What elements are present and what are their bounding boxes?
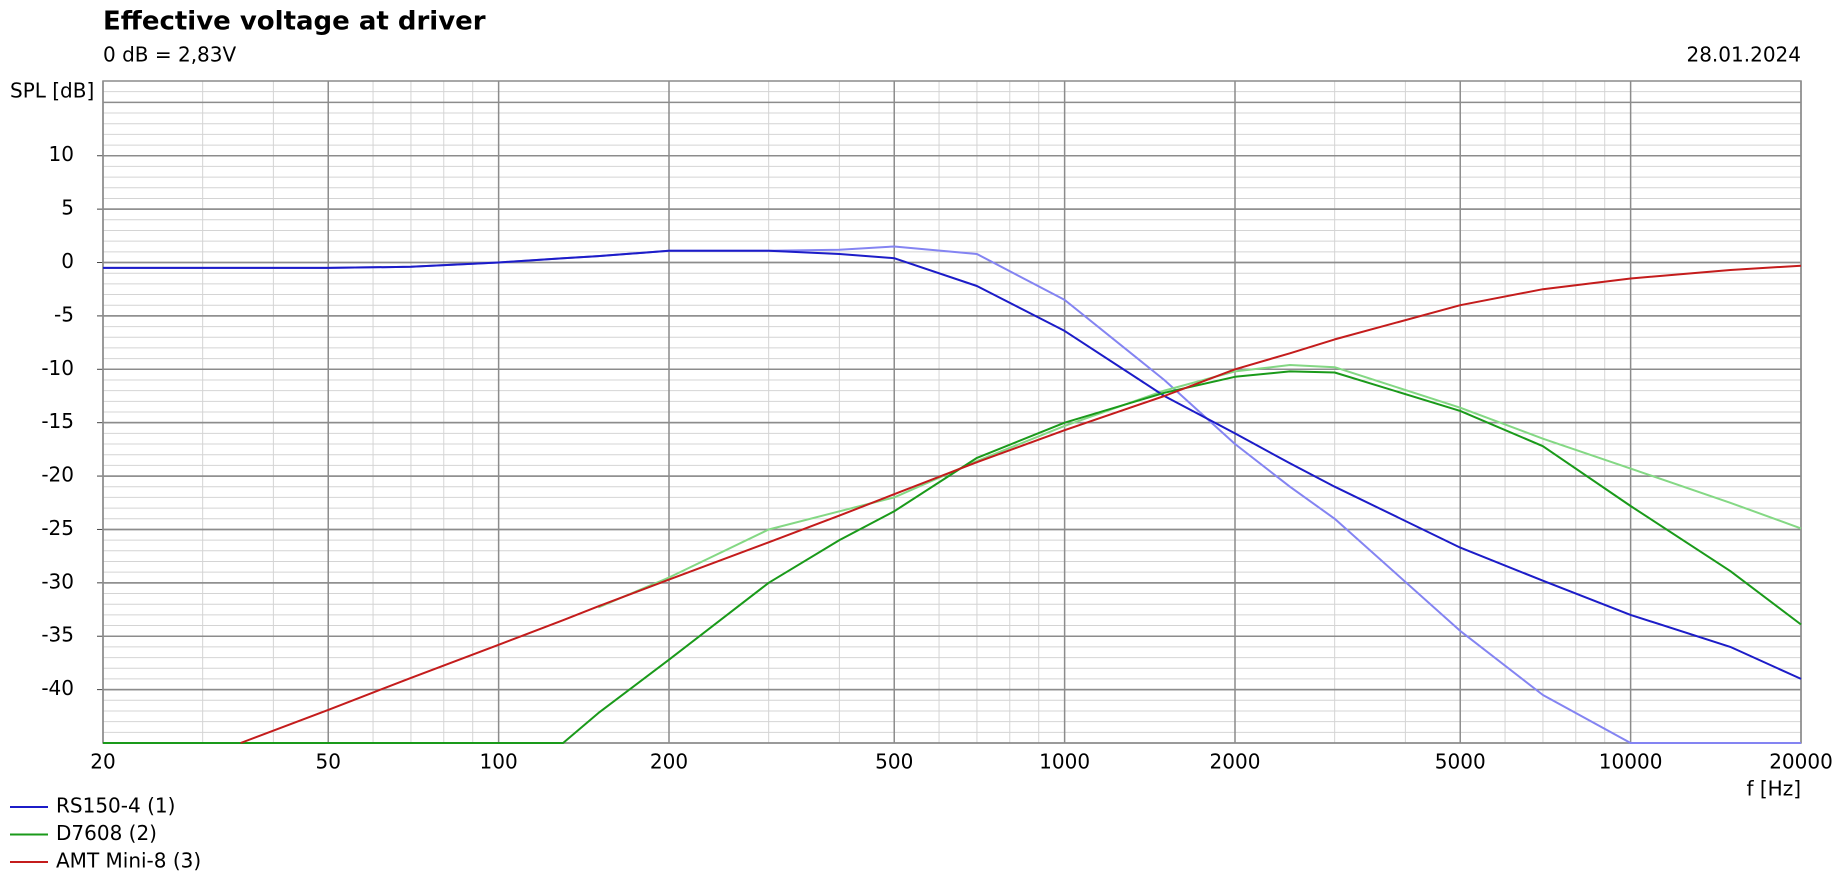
y-tick-label: -5	[54, 302, 74, 326]
y-tick-label: -40	[41, 676, 74, 700]
chart-subtitle: 0 dB = 2,83V	[103, 43, 237, 67]
y-tick-label: -15	[41, 409, 74, 433]
x-tick-label: 10000	[1599, 750, 1663, 774]
series-line	[597, 364, 1802, 609]
y-tick-label: 10	[49, 142, 74, 166]
y-tick-label: -35	[41, 623, 74, 647]
x-tick-label: 50	[316, 750, 341, 774]
x-tick-label: 500	[875, 750, 913, 774]
series-line	[103, 370, 1802, 744]
series-line	[103, 249, 1802, 680]
x-tick-label: 2000	[1210, 750, 1261, 774]
x-tick-label: 5000	[1435, 750, 1486, 774]
legend-label: AMT Mini-8 (3)	[56, 849, 201, 872]
y-axis-label: SPL [dB]	[10, 79, 94, 103]
chart-title: Effective voltage at driver	[103, 7, 486, 37]
x-tick-label: 20000	[1769, 750, 1833, 774]
y-tick-label: -20	[41, 463, 74, 487]
x-tick-label: 20	[90, 750, 115, 774]
legend-label: RS150-4 (1)	[56, 794, 175, 818]
chart-date: 28.01.2024	[1686, 43, 1801, 67]
legend-label: D7608 (2)	[56, 821, 157, 845]
y-tick-label: -30	[41, 569, 74, 593]
y-tick-label: -25	[41, 516, 74, 540]
x-tick-label: 200	[650, 750, 688, 774]
plot-frame	[102, 80, 1802, 744]
y-tick-label: 5	[61, 196, 74, 220]
x-tick-label: 1000	[1039, 750, 1090, 774]
series-line	[240, 264, 1802, 744]
x-axis-label: f [Hz]	[1746, 777, 1801, 801]
x-tick-label: 100	[480, 750, 518, 774]
y-tick-label: 0	[61, 249, 74, 273]
y-tick-label: -10	[41, 356, 74, 380]
